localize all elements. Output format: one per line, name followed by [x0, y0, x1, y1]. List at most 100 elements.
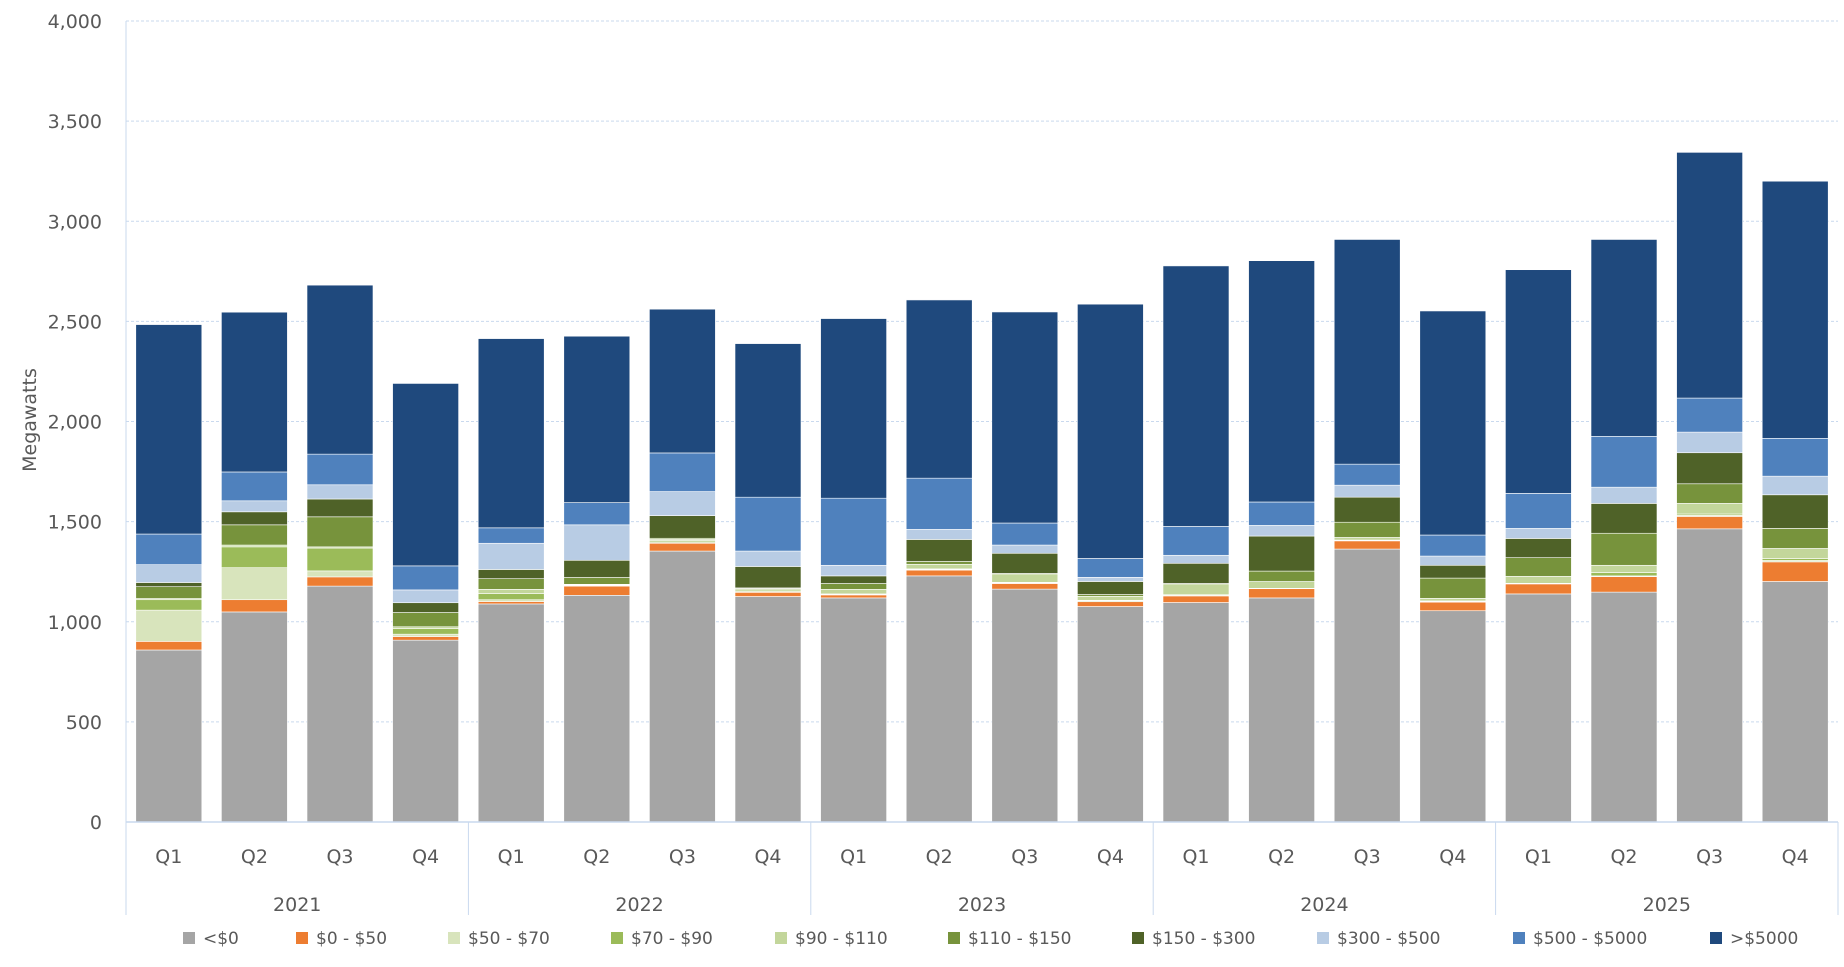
- bar-stack: [649, 309, 715, 822]
- bar-stack: [906, 300, 972, 822]
- x-group-label: 2022: [615, 894, 663, 916]
- y-tick-label: 3,500: [48, 111, 102, 133]
- bar-stack: [1420, 311, 1486, 822]
- bar-stack: [735, 344, 801, 822]
- bar-segment: [136, 650, 202, 822]
- legend-item: $90 - $110: [775, 929, 888, 949]
- x-tick-label: Q2: [583, 846, 610, 868]
- bar-segment: [307, 586, 373, 822]
- bar-segment: [136, 565, 202, 583]
- bar-segment: [1334, 485, 1400, 497]
- bar-segment: [735, 497, 801, 551]
- bar-segment: [1077, 304, 1143, 558]
- bar-segment: [136, 610, 202, 641]
- bar-segment: [221, 600, 287, 612]
- bar-segment: [564, 336, 630, 502]
- bar-segment: [1249, 525, 1315, 536]
- bar-segment: [564, 595, 630, 822]
- x-tick-label: Q2: [1268, 846, 1295, 868]
- bar-segment: [307, 454, 373, 485]
- bar-segment: [1762, 495, 1828, 529]
- bar-stack: [992, 312, 1058, 822]
- x-tick-label: Q2: [1610, 846, 1637, 868]
- bar-segment: [564, 586, 630, 595]
- bar-segment: [1420, 578, 1486, 598]
- bar-stack: [1591, 239, 1657, 822]
- bar-segment: [649, 309, 715, 453]
- bar-segment: [1077, 596, 1143, 600]
- bar-stack: [821, 319, 887, 822]
- x-tick-label: Q1: [1525, 846, 1552, 868]
- bar-segment: [1163, 584, 1229, 595]
- bar-segment: [136, 534, 202, 565]
- legend-swatch: [1710, 932, 1722, 944]
- bar-segment: [1249, 536, 1315, 571]
- bar-segment: [821, 584, 887, 590]
- bar-segment: [1505, 558, 1571, 577]
- bar-segment: [1163, 603, 1229, 822]
- bar-segment: [1591, 487, 1657, 503]
- x-tick-label: Q1: [1182, 846, 1209, 868]
- legend-swatch: [611, 932, 623, 944]
- bar-segment: [906, 561, 972, 564]
- bar-stack: [1077, 304, 1143, 822]
- bar-segment: [221, 547, 287, 568]
- x-group-label: 2023: [958, 894, 1006, 916]
- bar-segment: [478, 589, 544, 593]
- bar-segment: [1077, 577, 1143, 581]
- bar-segment: [1677, 516, 1743, 528]
- bar-stack: [1249, 261, 1315, 822]
- bar-segment: [992, 584, 1058, 590]
- bar-segment: [1249, 581, 1315, 588]
- x-tick-label: Q4: [412, 846, 439, 868]
- bar-segment: [393, 634, 459, 636]
- legend-swatch: [296, 932, 308, 944]
- x-tick-label: Q3: [669, 846, 696, 868]
- bar-segment: [136, 587, 202, 599]
- bar-segment: [478, 594, 544, 600]
- bar-segment: [1677, 529, 1743, 822]
- bar-segment: [307, 485, 373, 499]
- y-tick-label: 2,000: [48, 412, 102, 434]
- bar-segment: [1505, 270, 1571, 494]
- bar-segment: [221, 512, 287, 525]
- bar-stack: [1505, 270, 1571, 822]
- bar-segment: [906, 539, 972, 561]
- bar-stack: [478, 339, 544, 822]
- bar-segment: [992, 523, 1058, 545]
- bar-segment: [393, 637, 459, 641]
- legend-item: $500 - $5000: [1513, 929, 1647, 949]
- bar-segment: [1505, 576, 1571, 583]
- bar-stack: [1762, 181, 1828, 822]
- bar-segment: [1591, 592, 1657, 822]
- bar-segment: [478, 604, 544, 822]
- legend-item: <$0: [183, 929, 239, 949]
- legend-item: $70 - $90: [611, 929, 713, 949]
- legend-label: $70 - $90: [631, 929, 713, 949]
- bar-segment: [221, 568, 287, 600]
- bar-segment: [1420, 611, 1486, 822]
- legend-swatch: [183, 932, 195, 944]
- bar-segment: [821, 598, 887, 822]
- bar-segment: [307, 285, 373, 454]
- bar-segment: [992, 545, 1058, 553]
- bar-segment: [1163, 563, 1229, 583]
- bar-segment: [221, 525, 287, 545]
- bar-segment: [307, 548, 373, 571]
- bar-segment: [1505, 493, 1571, 528]
- bar-segment: [478, 602, 544, 604]
- bar-segment: [649, 492, 715, 516]
- bar-segment: [649, 543, 715, 551]
- legend-swatch: [775, 932, 787, 944]
- bar-segment: [1420, 598, 1486, 601]
- bar-segment: [649, 551, 715, 822]
- bar-stack: [564, 336, 630, 822]
- bar-segment: [1163, 526, 1229, 555]
- bar-segment: [1591, 572, 1657, 575]
- bar-stack: [136, 325, 202, 822]
- bar-segment: [649, 516, 715, 539]
- x-tick-label: Q3: [1696, 846, 1723, 868]
- bar-segment: [1077, 581, 1143, 594]
- y-tick-label: 500: [66, 712, 102, 734]
- bar-segment: [1249, 589, 1315, 598]
